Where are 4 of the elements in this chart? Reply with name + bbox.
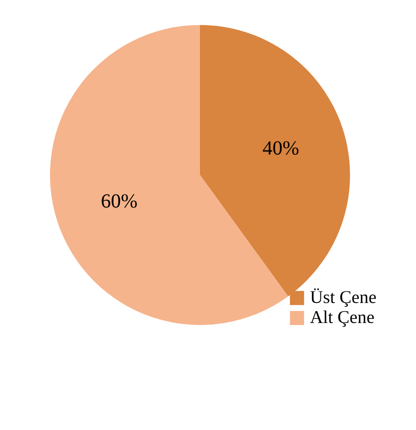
data-label: 40% xyxy=(262,138,300,160)
data-label: 60% xyxy=(100,190,138,212)
legend-label: Üst Çene xyxy=(310,287,376,307)
legend-label: Alt Çene xyxy=(310,307,374,327)
